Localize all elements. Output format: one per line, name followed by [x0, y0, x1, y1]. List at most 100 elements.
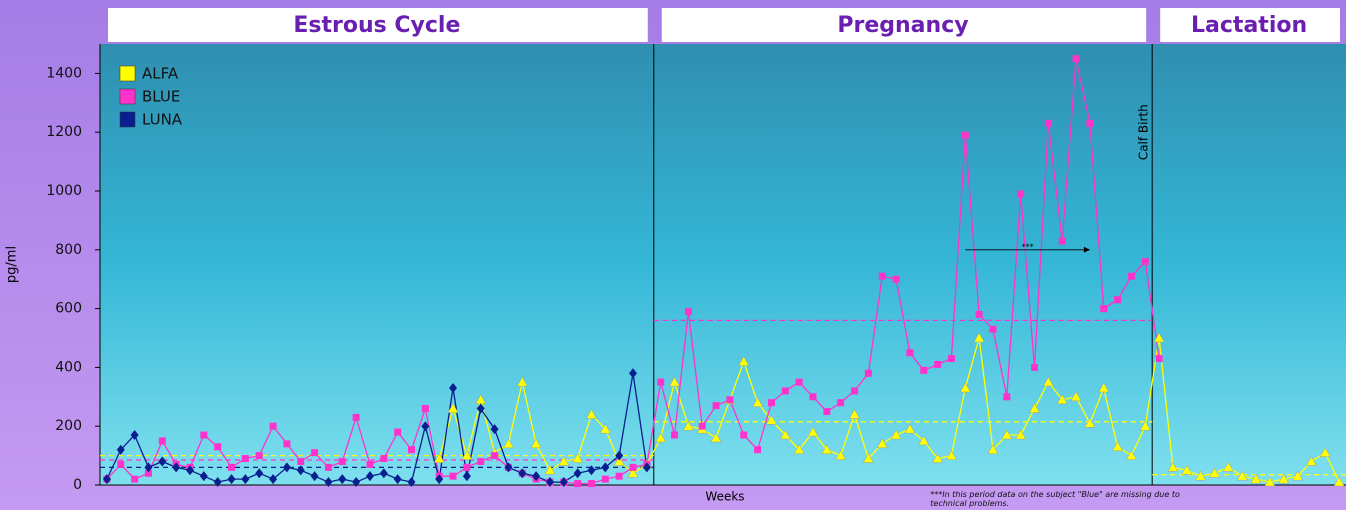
- data-point: [629, 463, 637, 471]
- data-point: [116, 444, 125, 455]
- data-point: [502, 438, 514, 449]
- data-point: [504, 462, 513, 473]
- data-point: [241, 455, 249, 463]
- data-point: [781, 387, 789, 395]
- data-point: [740, 431, 748, 439]
- data-point: [366, 460, 374, 468]
- data-point: [185, 465, 194, 476]
- data-point: [864, 369, 872, 377]
- data-point: [227, 474, 236, 485]
- data-point: [213, 477, 222, 488]
- data-point: [545, 477, 554, 488]
- data-point: [1155, 355, 1163, 363]
- data-point: [338, 474, 347, 485]
- data-point: [572, 453, 584, 463]
- data-point: [144, 469, 152, 477]
- arrow-head: [1083, 246, 1090, 253]
- section-header: Estrous Cycle: [293, 13, 460, 38]
- data-point: [682, 420, 694, 431]
- data-point: [490, 424, 499, 435]
- annotation: ***: [1022, 242, 1034, 251]
- data-point: [282, 462, 291, 473]
- data-point: [946, 450, 957, 460]
- data-point: [599, 423, 611, 434]
- data-point: [477, 457, 485, 465]
- data-point: [1236, 470, 1248, 481]
- data-point: [1029, 403, 1040, 413]
- data-point: [214, 443, 222, 451]
- data-point: [421, 421, 430, 432]
- data-point: [752, 397, 764, 407]
- data-point: [1278, 473, 1290, 484]
- data-point: [516, 376, 528, 387]
- data-point: [574, 480, 582, 488]
- data-point: [961, 131, 969, 139]
- data-point: [712, 402, 720, 410]
- data-point: [1153, 332, 1165, 343]
- data-point: [158, 456, 167, 467]
- data-point: [710, 432, 722, 443]
- section-header-box: [661, 8, 1147, 42]
- data-point: [255, 468, 264, 479]
- data-point: [558, 455, 570, 466]
- data-point: [862, 453, 874, 463]
- data-point: [851, 387, 859, 395]
- data-point: [102, 474, 111, 485]
- data-point: [671, 431, 679, 439]
- y-axis-label: pg/ml: [5, 246, 20, 283]
- data-point: [421, 405, 429, 413]
- y-tick-label: 0: [73, 477, 82, 493]
- section-header: Lactation: [1191, 13, 1307, 38]
- data-point: [1333, 476, 1345, 487]
- data-point: [795, 378, 803, 386]
- data-point: [809, 393, 817, 401]
- footnote: ***In this period data on the subject "B…: [930, 490, 1180, 508]
- data-point: [807, 426, 819, 437]
- data-point: [655, 432, 667, 443]
- data-point: [449, 472, 457, 480]
- data-point: [241, 474, 250, 485]
- data-point: [1209, 467, 1220, 478]
- data-point: [1098, 382, 1110, 393]
- y-tick-label: 400: [55, 359, 82, 375]
- data-point: [130, 430, 139, 441]
- data-point: [296, 465, 305, 476]
- data-point: [878, 272, 886, 280]
- data-point: [407, 477, 416, 488]
- data-point: [433, 453, 445, 463]
- data-point: [642, 462, 651, 473]
- data-point: [338, 457, 346, 465]
- y-tick-label: 1400: [46, 65, 82, 81]
- plot-area: [100, 44, 1346, 485]
- data-point: [767, 399, 775, 407]
- data-point: [1195, 470, 1207, 481]
- data-point: [821, 444, 833, 454]
- section-header-box: [1160, 8, 1340, 42]
- data-point: [1112, 441, 1123, 452]
- legend-swatch: [119, 111, 136, 128]
- data-point: [1044, 119, 1052, 127]
- y-tick-label: 200: [55, 418, 82, 434]
- data-point: [959, 382, 971, 393]
- data-point: [987, 444, 999, 454]
- x-axis-label: Weeks: [705, 490, 744, 504]
- data-point: [613, 455, 625, 466]
- data-point: [1292, 470, 1303, 481]
- data-point: [1070, 391, 1082, 402]
- data-point: [1319, 447, 1331, 457]
- data-point: [324, 477, 333, 488]
- legend-label: ALFA: [142, 65, 179, 83]
- data-point: [1181, 464, 1193, 475]
- data-point: [144, 462, 153, 473]
- data-point: [766, 414, 777, 425]
- footnote-box: ***In this period data on the subject "B…: [930, 490, 1180, 508]
- data-point: [904, 423, 916, 434]
- data-point: [228, 463, 236, 471]
- data-point: [491, 452, 499, 460]
- data-point: [823, 408, 831, 415]
- data-point: [1056, 394, 1068, 404]
- data-point: [117, 460, 125, 468]
- legend-swatch: [119, 88, 136, 105]
- data-point: [849, 408, 860, 419]
- data-point: [779, 429, 791, 440]
